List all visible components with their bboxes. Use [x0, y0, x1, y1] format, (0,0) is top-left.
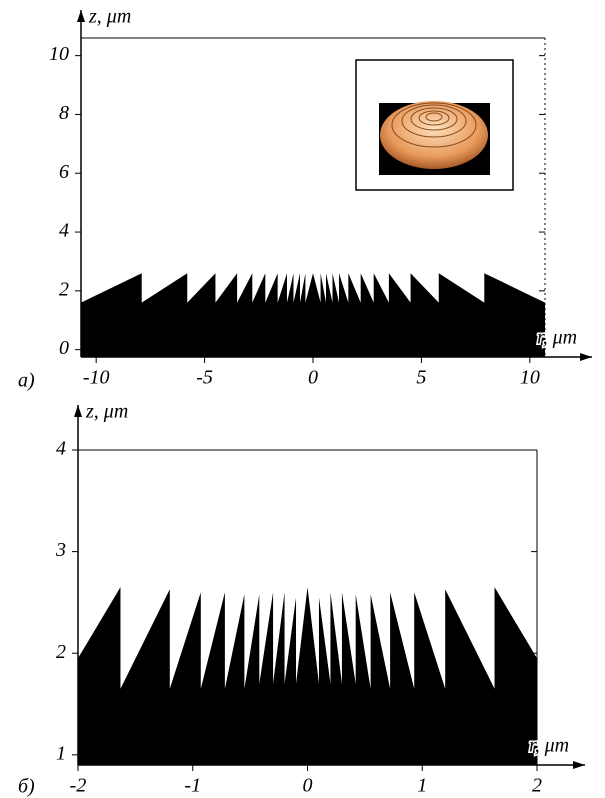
y-tick-label: 2 [56, 641, 66, 663]
inset-rings [391, 102, 477, 148]
x-axis-label: r, μm [529, 735, 569, 757]
y-tick-label: 2 [59, 278, 69, 300]
x-axis-arrow [573, 761, 585, 769]
y-tick-label: 6 [59, 161, 69, 183]
x-tick-label: 2 [532, 775, 542, 797]
panel: -2 -1 0 1 2 1 2 3 4 z, μm r, μm б) [18, 401, 585, 798]
y-axis-label: z, μm [85, 401, 128, 423]
y-tick-label: 1 [56, 742, 66, 764]
y-tick-label: 10 [49, 43, 69, 65]
inset-lens [380, 101, 488, 169]
x-tick-label: 5 [416, 367, 426, 389]
x-tick-label: 0 [308, 367, 318, 389]
x-tick-label: -1 [184, 775, 201, 797]
x-tick-label: -2 [70, 775, 87, 797]
y-tick-label: 3 [55, 539, 66, 561]
y-tick-label: 4 [59, 220, 69, 242]
panel-label: a) [18, 370, 35, 392]
y-axis-arrow [77, 10, 85, 22]
y-tick-label: 8 [59, 102, 69, 124]
y-axis-arrow [74, 405, 82, 417]
profile-area [78, 587, 537, 765]
x-tick-label: 1 [417, 775, 427, 797]
x-tick-label: -10 [83, 367, 110, 389]
x-tick-label: 10 [520, 367, 540, 389]
panel: -10 -5 0 5 10 0 2 4 6 8 10 z, μm r, μm a) [18, 6, 592, 392]
y-axis-label: z, μm [88, 6, 131, 28]
profile-area [81, 273, 545, 357]
x-axis-arrow [580, 353, 592, 361]
x-tick-label: -5 [196, 367, 213, 389]
y-tick-label: 4 [56, 438, 66, 460]
y-tick-label: 0 [59, 337, 69, 359]
inset [355, 59, 514, 191]
x-axis-label: r, μm [537, 327, 577, 349]
x-tick-label: 0 [303, 775, 313, 797]
panel-label: б) [18, 776, 35, 798]
